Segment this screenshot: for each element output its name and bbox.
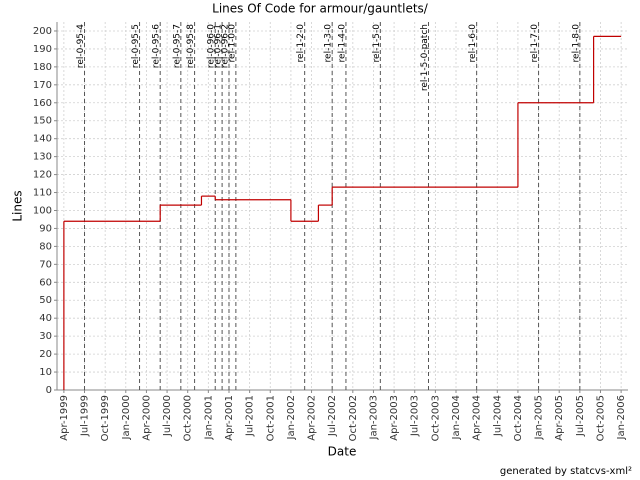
x-tick-label: Oct-2002 [348,395,359,441]
y-tick-label: 80 [39,241,52,252]
y-tick-label: 110 [33,188,52,199]
x-tick-label: Apr-1999 [59,395,70,441]
release-label: rel-0-96-1 [214,24,224,68]
y-tick-label: 30 [39,331,52,342]
x-axis-label: Date [328,445,357,459]
y-tick-label: 60 [39,277,52,288]
x-tick-label: Jul-2000 [162,395,173,437]
release-label: rel-1-3-0 [324,24,334,63]
y-tick-label: 200 [33,26,52,37]
release-label: rel-1-6-0 [468,24,478,63]
footer: generated by statcvs-xml² [500,466,632,477]
release-label: rel-0-95-7 [172,24,182,68]
y-tick-label: 70 [39,259,52,270]
y-tick-label: 10 [39,367,52,378]
x-tick-label: Oct-2000 [183,395,194,441]
x-tick-label: Apr-2005 [554,395,565,441]
x-tick-label: Oct-1999 [100,395,111,441]
y-tick-label: 120 [33,170,52,181]
release-label: rel-0-95-5 [131,24,141,68]
release-label: rel-1-4-0 [337,24,347,63]
x-tick-label: Jul-2004 [492,395,503,437]
x-tick-label: Jan-2002 [286,395,297,440]
release-label: rel-0-95-8 [186,24,196,68]
x-tick-label: Jan-2005 [534,395,545,440]
y-tick-label: 140 [33,134,52,145]
release-label: rel-1-2-0 [296,24,306,63]
x-tick-label: Oct-2003 [430,395,441,441]
y-tick-label: 20 [39,349,52,360]
x-tick-label: Apr-2000 [141,395,152,441]
y-tick-label: 180 [33,62,52,73]
x-tick-label: Oct-2001 [265,395,276,441]
x-tick-label: Jul-2002 [327,395,338,437]
release-label: rel-0-95-4 [76,24,86,68]
release-label: rel-1-7-0 [530,24,540,63]
release-label: rel-0-96-0 [207,24,217,68]
y-tick-label: 40 [39,313,52,324]
x-tick-label: Jan-2004 [451,395,462,440]
x-tick-label: Jan-2001 [203,395,214,440]
y-tick-label: 100 [33,205,52,216]
x-tick-label: Jan-2000 [121,395,132,440]
release-label: rel-0-95-6 [152,24,162,68]
release-label: rel-1-8-0 [571,24,581,63]
y-tick-label: 190 [33,44,52,55]
x-tick-label: Jul-2003 [410,395,421,437]
x-tick-label: Apr-2002 [307,395,318,441]
x-tick-label: Oct-2005 [595,395,606,441]
x-tick-label: Jul-2005 [575,395,586,437]
y-tick-label: 50 [39,295,52,306]
release-label: rel-0-96-2 [220,24,230,68]
chart-title: Lines Of Code for armour/gauntlets/ [212,2,429,16]
x-tick-label: Oct-2004 [513,395,524,441]
y-tick-label: 90 [39,223,52,234]
release-label: rel-1-5-0-patch [420,24,430,91]
x-tick-label: Apr-2004 [472,395,483,441]
x-tick-label: Jul-1999 [80,395,91,437]
x-tick-label: Jul-2001 [245,395,256,437]
x-tick-label: Jan-2006 [616,395,627,440]
release-label: rel-1-5-0 [372,24,382,63]
y-tick-label: 0 [46,385,52,396]
y-tick-label: 170 [33,80,52,91]
release-label: rel-1-0-0 [227,24,237,63]
y-tick-label: 150 [33,116,52,127]
y-tick-label: 160 [33,98,52,109]
y-tick-label: 130 [33,152,52,163]
x-tick-label: Apr-2003 [389,395,400,441]
y-axis-label: Lines [11,190,25,221]
x-tick-label: Apr-2001 [224,395,235,441]
x-tick-label: Jan-2003 [368,395,379,440]
